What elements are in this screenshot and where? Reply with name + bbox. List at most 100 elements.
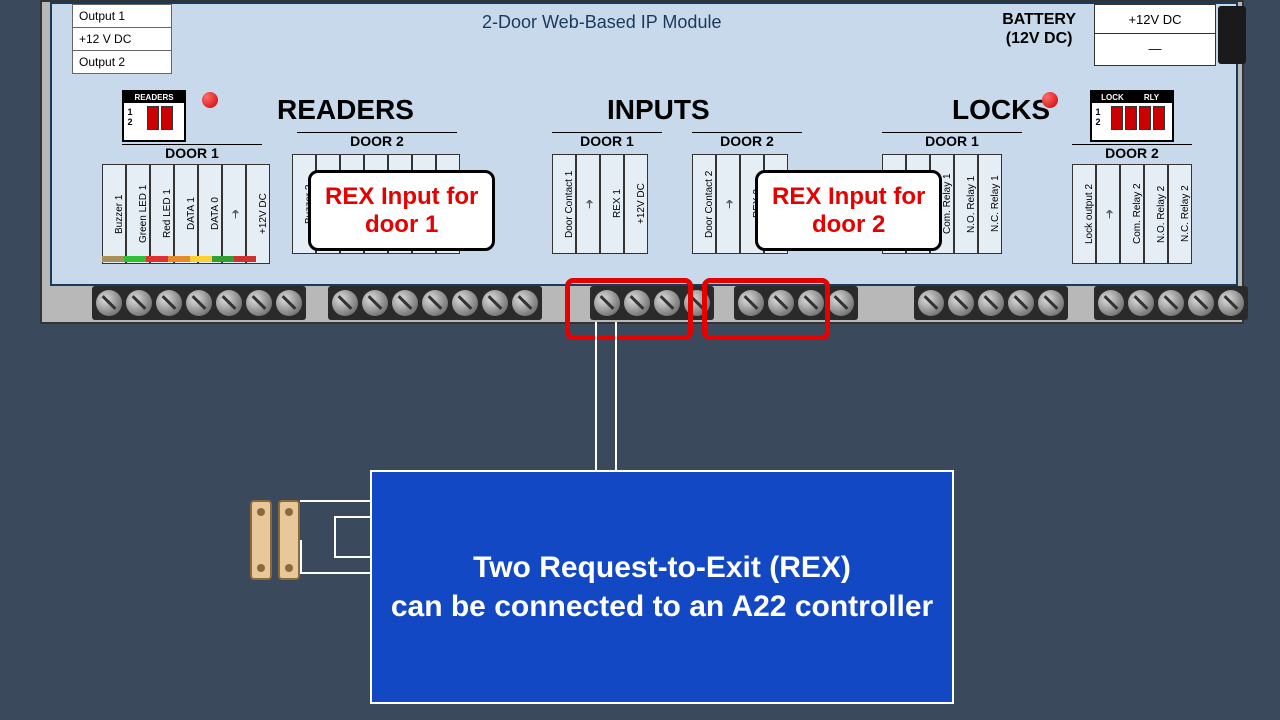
inputs-door1-label: DOOR 1 xyxy=(552,132,662,149)
screw-terminal xyxy=(186,290,212,316)
module-title: 2-Door Web-Based IP Module xyxy=(482,12,721,33)
output-12v: +12 V DC xyxy=(72,27,172,51)
callout-rex1: REX Input for door 1 xyxy=(308,170,495,251)
screw-terminal xyxy=(482,290,508,316)
callout-rex2-l2: door 2 xyxy=(812,211,885,238)
info-box: Two Request-to-Exit (REX)can be connecte… xyxy=(370,470,954,704)
pin: DATA 0 xyxy=(198,164,222,264)
wire-s1a xyxy=(300,500,372,502)
callout-rex1-l2: door 1 xyxy=(365,211,438,238)
readers-door2-label: DOOR 2 xyxy=(297,132,457,149)
pins-locks-d2: Lock output 2⏚Com. Relay 2N.O. Relay 2N.… xyxy=(1072,164,1192,264)
rex1-highlight xyxy=(565,278,693,340)
pin: ⏚ xyxy=(1096,164,1120,264)
screw-terminal xyxy=(1188,290,1214,316)
readers-dip: READERS 12 xyxy=(122,90,186,142)
screw-terminal xyxy=(1218,290,1244,316)
power-connector: +12V DC — xyxy=(1094,4,1216,66)
readers-dip-label: READERS xyxy=(124,92,184,103)
callout-rex2-l1: REX Input for xyxy=(772,183,925,210)
screw-terminal xyxy=(276,290,302,316)
pin: Buzzer 1 xyxy=(102,164,126,264)
screw-terminal xyxy=(1038,290,1064,316)
pin: Red LED 1 xyxy=(150,164,174,264)
pin: Door Contact 2 xyxy=(692,154,716,254)
screw-terminal xyxy=(918,290,944,316)
led-reader-icon xyxy=(202,92,218,108)
color-strip-d1 xyxy=(102,256,256,262)
rly-dip-label: RLY xyxy=(1132,93,1171,102)
pin: +12V DC xyxy=(624,154,648,254)
screw-terminal xyxy=(332,290,358,316)
pin: Com. Relay 2 xyxy=(1120,164,1144,264)
screw-terminal xyxy=(1158,290,1184,316)
wire-s2a xyxy=(334,516,372,518)
wire-s1b xyxy=(300,540,302,572)
callout-rex1-l1: REX Input for xyxy=(325,183,478,210)
screw-terminal xyxy=(392,290,418,316)
led-lock-icon xyxy=(1042,92,1058,108)
screw-terminal xyxy=(246,290,272,316)
lock-dip-label: LOCK xyxy=(1093,93,1132,102)
wire-2 xyxy=(615,322,617,472)
pin: REX 1 xyxy=(600,154,624,254)
left-output-connector: Output 1 +12 V DC Output 2 xyxy=(72,4,172,73)
pin: +12V DC xyxy=(246,164,270,264)
wire-s2c xyxy=(334,556,372,558)
section-readers: READERS xyxy=(277,94,414,126)
wire-s1c xyxy=(300,572,372,574)
screw-terminal xyxy=(156,290,182,316)
battery-line2: (12V DC) xyxy=(1006,30,1073,47)
wire-1 xyxy=(595,322,597,472)
screw-terminal xyxy=(1008,290,1034,316)
power-terminal-icon xyxy=(1218,6,1246,64)
locks-door1-label: DOOR 1 xyxy=(882,132,1022,149)
rex-sensor-1-icon xyxy=(250,500,272,580)
screw-terminal xyxy=(1098,290,1124,316)
readers-door1-label: DOOR 1 xyxy=(122,144,262,161)
controller-board: 2-Door Web-Based IP Module BATTERY (12V … xyxy=(40,0,1244,324)
pin: Door Contact 1 xyxy=(552,154,576,254)
info-text: Two Request-to-Exit (REX)can be connecte… xyxy=(391,548,933,626)
screw-terminal xyxy=(948,290,974,316)
section-locks: LOCKS xyxy=(952,94,1050,126)
pin: N.O. Relay 2 xyxy=(1144,164,1168,264)
pin: DATA 1 xyxy=(174,164,198,264)
term-locks-d1 xyxy=(914,286,1068,320)
output-2: Output 2 xyxy=(72,50,172,74)
screw-terminal xyxy=(512,290,538,316)
pin: Green LED 1 xyxy=(126,164,150,264)
screw-terminal xyxy=(452,290,478,316)
screw-terminal xyxy=(126,290,152,316)
pins-inputs-d1: Door Contact 1⏚REX 1+12V DC xyxy=(552,154,648,254)
pin: ⏚ xyxy=(716,154,740,254)
wire-s2b xyxy=(334,516,336,556)
pins-readers-d1: Buzzer 1Green LED 1Red LED 1DATA 1DATA 0… xyxy=(102,164,270,264)
lock-relay-dip: LOCKRLY 12 xyxy=(1090,90,1174,142)
rex-sensor-2-icon xyxy=(278,500,300,580)
pin: N.C. Relay 2 xyxy=(1168,164,1192,264)
pin: N.C. Relay 1 xyxy=(978,154,1002,254)
pin: Lock output 2 xyxy=(1072,164,1096,264)
screw-terminal xyxy=(362,290,388,316)
screw-terminal xyxy=(1128,290,1154,316)
screw-terminal xyxy=(828,290,854,316)
pcb-area: 2-Door Web-Based IP Module BATTERY (12V … xyxy=(50,2,1238,286)
rex2-highlight xyxy=(702,278,830,340)
locks-door2-label: DOOR 2 xyxy=(1072,144,1192,161)
term-locks-d2 xyxy=(1094,286,1248,320)
power-minus: — xyxy=(1095,34,1215,62)
screw-terminal xyxy=(216,290,242,316)
inputs-door2-label: DOOR 2 xyxy=(692,132,802,149)
term-readers-d1 xyxy=(92,286,306,320)
pin: ⏚ xyxy=(222,164,246,264)
screw-terminal xyxy=(978,290,1004,316)
section-inputs: INPUTS xyxy=(607,94,710,126)
screw-terminal xyxy=(96,290,122,316)
pin: N.O. Relay 1 xyxy=(954,154,978,254)
battery-label: BATTERY (12V DC) xyxy=(1002,10,1076,48)
callout-rex2: REX Input for door 2 xyxy=(755,170,942,251)
output-1: Output 1 xyxy=(72,4,172,28)
battery-line1: BATTERY xyxy=(1002,11,1076,28)
term-readers-d2 xyxy=(328,286,542,320)
